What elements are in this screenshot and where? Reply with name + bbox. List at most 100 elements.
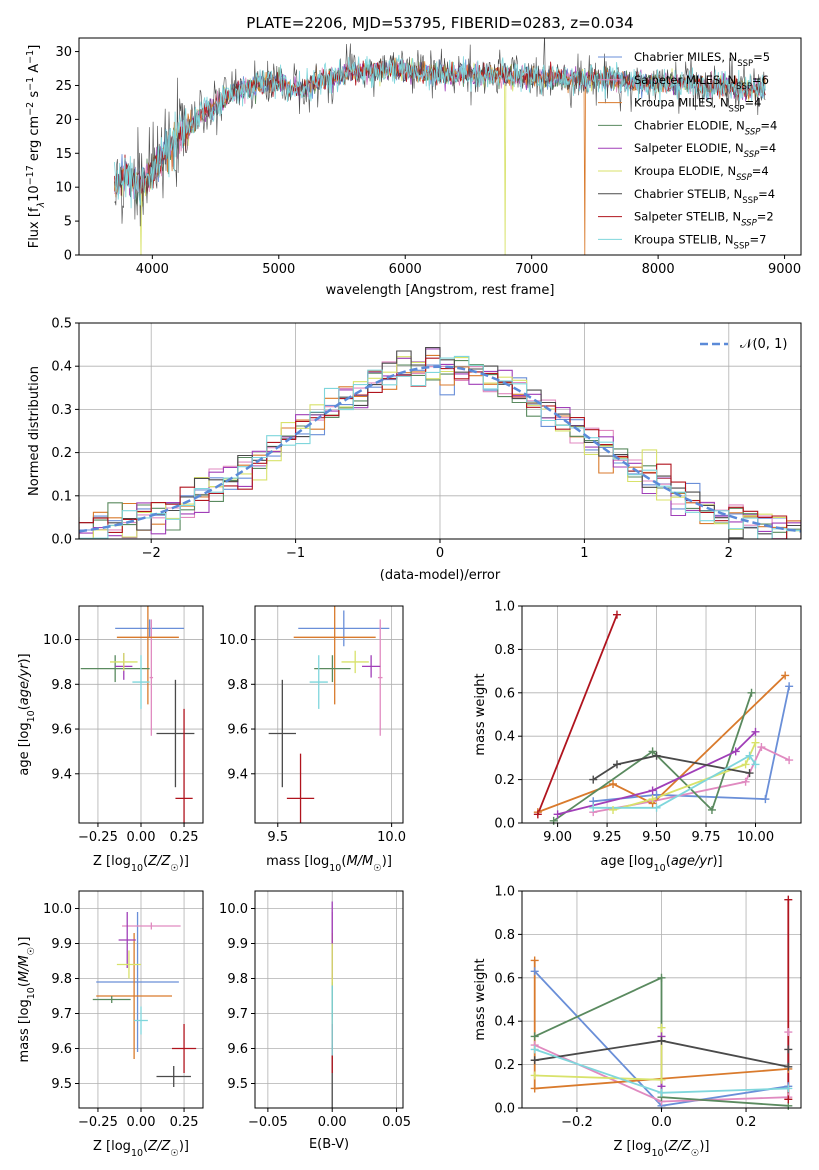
x-tick-label: −0.25 [78,830,118,845]
x-tick-label: −0.2 [561,1115,593,1130]
axes-frame [254,890,404,1109]
weight-marker [612,610,621,619]
y-tick-label: 0.0 [494,1102,515,1117]
y-tick-label: 10 [55,181,72,196]
weight-marker [781,671,790,680]
y-tick-label: 9.6 [51,1042,72,1057]
x-tick-label: 9000 [768,262,801,277]
legend-entry: Chabrier STELIB, NSSP=4 [634,187,775,206]
y-tick-label: 9.8 [51,972,72,987]
weight-marker [648,747,657,756]
y-tick-label: 10.0 [219,633,248,648]
y-tick-label: 0.2 [494,773,515,788]
weight-marker [657,1023,666,1032]
weight-marker [741,777,750,786]
y-tick-label: 0.2 [51,446,72,461]
weight-marker [757,743,766,752]
weight-marker [657,1036,666,1045]
x-tick-label: 5000 [262,262,295,277]
x-tick-label: −0.05 [248,1115,288,1130]
panel-age-vs-mass: 9.5 10.0 9.4 9.6 9.8 10.0 mass [log10(M/M☉)] [219,605,406,874]
x-tick-label: 0.0 [651,1115,672,1130]
x-tick-label: 10.0 [377,830,406,845]
y-tick-label: 0.4 [494,1015,515,1030]
x-tick-label: 0.2 [736,1115,757,1130]
axes-frame [521,605,802,824]
weight-marker [530,1056,539,1065]
weight-marker [751,760,760,769]
x-axis-label: Z [log10(Z/Z☉)] [93,854,189,874]
weight-marker [657,973,666,982]
weight-marker [731,747,740,756]
histogram-step [79,355,801,539]
weight-marker [530,967,539,976]
weight-line [537,674,786,813]
x-axis-label: Z [log10(Z/Z☉)] [614,1139,710,1159]
weight-marker [745,751,754,760]
weight-line [612,742,757,811]
x-tick-label: −0.25 [78,1115,118,1130]
y-axis-label: age [log10(age/yr)] [17,653,37,775]
y-tick-label: 0.8 [494,643,515,658]
y-axis-label: mass weight [473,673,488,755]
x-axis-label: wavelength [Angstrom, rest frame] [326,283,555,298]
y-tick-label: 9.6 [227,1042,248,1057]
plot-area [268,606,390,823]
x-tick-label: 0.00 [127,1115,156,1130]
y-tick-label: 0.2 [494,1058,515,1073]
x-tick-label: −1 [286,546,305,561]
x-tick-label: 8000 [642,262,675,277]
y-tick-label: 0.5 [51,317,72,332]
panel-age-vs-Z: −0.25 0.00 0.25 9.4 9.6 9.8 10.0 Z [log10(Z/Z☉)… [17,605,204,874]
y-tick-label: 0.1 [51,489,72,504]
legend-entry: Salpeter STELIB, NSSP=2 [634,210,774,229]
y-tick-label: 1.0 [494,600,515,615]
legend-entry: Kroupa STELIB, NSSP=7 [634,232,766,251]
weight-marker [530,956,539,965]
y-axis-label: mass weight [473,958,488,1040]
plot-area [92,912,197,1087]
x-tick-label: 0.25 [170,1115,199,1130]
legend-entry: Salpeter MILES, NSSP=6 [634,73,769,92]
plot-area [114,38,766,255]
x-tick-label: 9.25 [593,830,622,845]
page-title: PLATE=2206, MJD=53795, FIBERID=0283, z=0… [246,14,633,32]
y-tick-label: 25 [55,79,72,94]
legend-entry: 𝒩(0, 1) [740,337,787,352]
y-axis-label: Normed distribution [27,366,42,496]
x-tick-label: −2 [142,546,161,561]
x-tick-label: 4000 [136,262,169,277]
legend-entry: Chabrier MILES, NSSP=5 [634,50,770,69]
panel-massweight-vs-Z: −0.2 0.0 0.2 0.0 0.2 0.4 0.6 0.8 1.0 Z [log10(Z/Z… [473,885,802,1159]
x-axis-label: mass [log10(M/M☉)] [266,854,392,874]
y-tick-label: 9.7 [51,1007,72,1022]
legend-entry: Salpeter ELODIE, NSSP=4 [634,141,776,160]
weight-marker [652,751,661,760]
x-tick-label: 10.00 [737,830,774,845]
weight-marker [784,1045,793,1054]
y-tick-label: 0.0 [51,533,72,548]
weight-marker [784,1084,793,1093]
y-tick-label: 15 [55,147,72,162]
x-tick-label: 0.00 [318,1115,347,1130]
weight-marker [652,790,661,799]
y-tick-label: 0.8 [494,928,515,943]
y-tick-label: 0.4 [494,730,515,745]
weight-marker [530,1071,539,1080]
x-axis-label: age [log10(age/yr)] [600,854,722,874]
x-axis-label: Z [log10(Z/Z☉)] [93,1139,189,1159]
y-tick-label: 30 [55,45,72,60]
y-axis-label: mass [log10(M/M☉)] [17,937,37,1063]
weight-marker [533,810,542,819]
weight-marker [745,769,754,778]
x-axis-label: E(B-V) [309,1137,349,1152]
weight-marker [609,779,618,788]
y-tick-label: 9.9 [51,937,72,952]
x-tick-label: 7000 [515,262,548,277]
weight-marker [530,1032,539,1041]
chart-panels: Chabrier MILES, NSSP=5 Salpeter MILES, NS… [17,37,802,1159]
plot-area [79,347,801,539]
weight-marker [785,756,794,765]
weight-marker [530,1045,539,1054]
